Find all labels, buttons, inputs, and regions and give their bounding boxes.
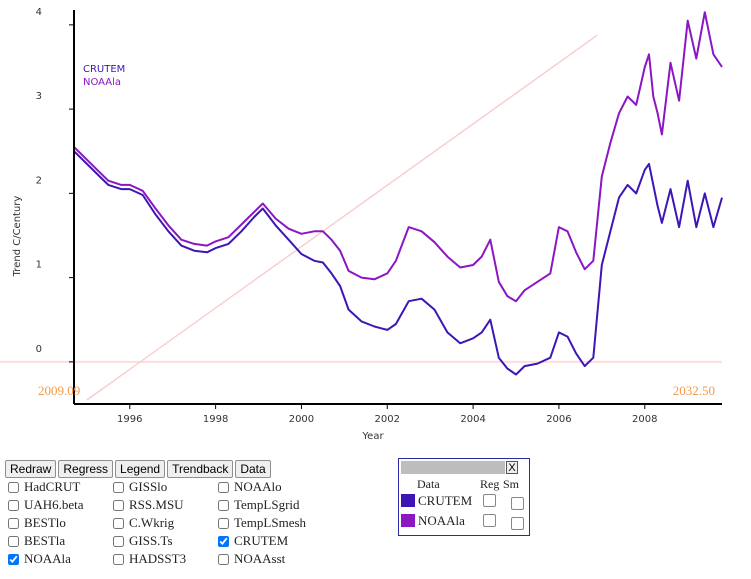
dataset-label: UAH6.beta: [24, 497, 84, 512]
panel-row: CRUTEM: [401, 493, 527, 510]
dataset-option[interactable]: NOAAsst: [216, 551, 326, 567]
sm-checkbox[interactable]: [511, 497, 524, 510]
dataset-checkbox[interactable]: [8, 481, 19, 493]
dataset-checkbox[interactable]: [113, 499, 124, 511]
dataset-checklist: HadCRUT GISSlo NOAAlo UAH6.beta RSS.MSU TempL…: [6, 479, 326, 567]
dataset-label: BESTla: [24, 533, 66, 548]
panel-close-button[interactable]: X: [506, 461, 518, 474]
dataset-option[interactable]: GISSlo: [111, 479, 216, 495]
end-year-label: 2032.50: [673, 383, 715, 398]
data-panel: X Data Reg Sm CRUTEM NOAAla: [398, 458, 530, 536]
panel-row: NOAAla: [401, 513, 527, 530]
dataset-label: NOAAla: [24, 551, 71, 566]
y-tick-label: 2: [36, 175, 42, 186]
dataset-label: NOAAsst: [234, 551, 286, 566]
diagonal-reference-line: [86, 34, 598, 401]
dataset-label: HADSST3: [129, 551, 187, 566]
sm-checkbox[interactable]: [511, 517, 524, 530]
dataset-checkbox[interactable]: [218, 535, 229, 547]
series-color-swatch[interactable]: [401, 494, 415, 507]
redraw-button[interactable]: Redraw: [5, 460, 57, 478]
trendback-button[interactable]: Trendback: [167, 460, 234, 478]
legend-button[interactable]: Legend: [115, 460, 166, 478]
trend-chart: 0 1 2 3 4 1996 1998 2000 2002 2004 2006 2008 Year Tr…: [0, 7, 723, 442]
series-color-swatch[interactable]: [401, 514, 415, 527]
panel-header-sm: Sm: [503, 477, 520, 491]
dataset-label: TempLSgrid: [234, 497, 300, 512]
dataset-option[interactable]: BESTla: [6, 533, 111, 549]
x-tick-label: 2004: [460, 414, 485, 425]
dataset-option[interactable]: TempLSmesh: [216, 515, 326, 531]
y-tick-label: 3: [36, 91, 42, 102]
reg-checkbox[interactable]: [483, 514, 496, 527]
x-tick-label: 1998: [203, 414, 228, 425]
dataset-checkbox[interactable]: [113, 517, 124, 529]
dataset-checkbox[interactable]: [218, 499, 229, 511]
y-axis-title: Trend C/Century: [12, 196, 23, 278]
dataset-option[interactable]: C.Wkrig: [111, 515, 216, 531]
dataset-checkbox[interactable]: [113, 553, 124, 565]
dataset-label: GISSlo: [129, 479, 168, 494]
panel-series-name: CRUTEM: [418, 493, 473, 508]
dataset-checkbox[interactable]: [8, 535, 19, 547]
dataset-checkbox[interactable]: [218, 517, 229, 529]
regress-button[interactable]: Regress: [58, 460, 114, 478]
x-tick-label: 1996: [117, 414, 142, 425]
panel-drag-bar[interactable]: [401, 461, 505, 474]
dataset-option[interactable]: UAH6.beta: [6, 497, 111, 513]
dataset-label: TempLSmesh: [234, 515, 307, 530]
dataset-label: BESTlo: [24, 515, 66, 530]
dataset-option[interactable]: BESTlo: [6, 515, 111, 531]
y-tick-label: 4: [36, 7, 42, 18]
dataset-checkbox[interactable]: [8, 553, 19, 565]
dataset-label: HadCRUT: [24, 479, 81, 494]
dataset-option[interactable]: HadCRUT: [6, 479, 111, 495]
dataset-option[interactable]: HADSST3: [111, 551, 216, 567]
x-tick-label: 2002: [375, 414, 400, 425]
dataset-checkbox[interactable]: [218, 553, 229, 565]
dataset-label: C.Wkrig: [129, 515, 175, 530]
dataset-option[interactable]: GISS.Ts: [111, 533, 216, 549]
panel-header-data: Data: [417, 477, 440, 491]
toolbar: Redraw Regress Legend Trendback Data: [5, 460, 271, 478]
dataset-label: CRUTEM: [234, 533, 289, 548]
x-axis-title: Year: [361, 431, 384, 442]
dataset-checkbox[interactable]: [8, 517, 19, 529]
panel-header-reg: Reg: [480, 477, 500, 491]
series-line-crutem: [73, 150, 723, 376]
y-tick-label: 1: [36, 260, 42, 271]
dataset-label: NOAAlo: [234, 479, 282, 494]
dataset-checkbox[interactable]: [113, 481, 124, 493]
dataset-label: RSS.MSU: [129, 497, 184, 512]
dataset-checkbox[interactable]: [218, 481, 229, 493]
dataset-option[interactable]: TempLSgrid: [216, 497, 326, 513]
dataset-option[interactable]: NOAAlo: [216, 479, 326, 495]
start-year-label: 2009.09: [38, 383, 80, 398]
dataset-checkbox[interactable]: [113, 535, 124, 547]
legend-entry: CRUTEM: [83, 64, 125, 75]
dataset-option[interactable]: NOAAla: [6, 551, 111, 567]
dataset-checkbox[interactable]: [8, 499, 19, 511]
x-tick-label: 2008: [632, 414, 657, 425]
y-tick-label: 0: [36, 344, 42, 355]
dataset-option[interactable]: CRUTEM: [216, 533, 326, 549]
x-tick-label: 2006: [546, 414, 571, 425]
x-tick-label: 2000: [289, 414, 314, 425]
dataset-option[interactable]: RSS.MSU: [111, 497, 216, 513]
series-line-noaala: [73, 11, 723, 303]
data-button[interactable]: Data: [235, 460, 271, 478]
panel-series-name: NOAAla: [418, 513, 465, 528]
legend-entry: NOAAla: [83, 77, 121, 88]
reg-checkbox[interactable]: [483, 494, 496, 507]
dataset-label: GISS.Ts: [129, 533, 173, 548]
